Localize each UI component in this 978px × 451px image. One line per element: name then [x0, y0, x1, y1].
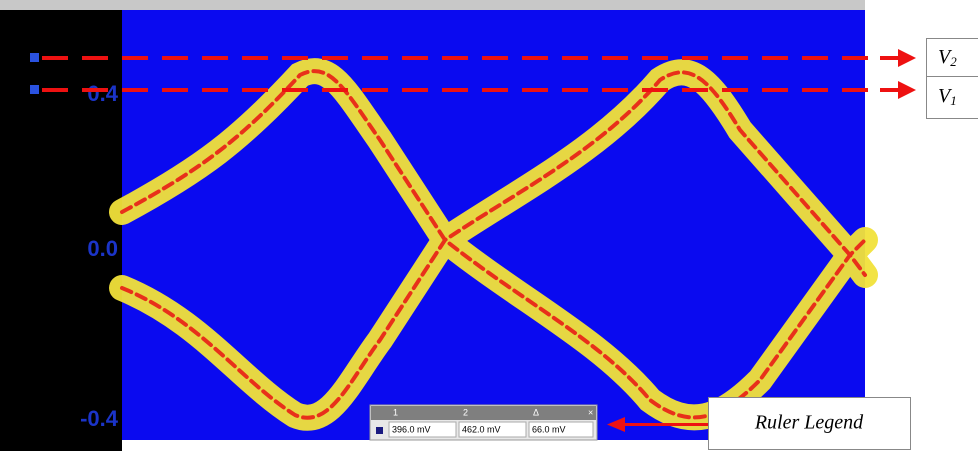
ruler-value: 462.0 mV	[462, 424, 501, 434]
axis-label: -0.4	[80, 406, 119, 431]
callout-label: Ruler Legend	[754, 412, 864, 434]
close-button[interactable]: ×	[588, 407, 593, 417]
axis-strip	[0, 10, 122, 451]
axis-label: 0.4	[87, 81, 118, 106]
ruler-header: 2	[463, 407, 468, 417]
ruler-header: 1	[393, 407, 398, 417]
ruler-value: 66.0 mV	[532, 424, 566, 434]
ruler-header: Δ	[533, 407, 539, 417]
ruler-legend: 1 2 Δ × 396.0 mV 462.0 mV 66.0 mV	[370, 405, 597, 440]
ruler-handle[interactable]	[30, 53, 39, 62]
ruler-value: 396.0 mV	[392, 424, 431, 434]
axis-label: 0.0	[87, 236, 118, 261]
top-band	[0, 0, 865, 10]
screenshot: 0.4 0.0 -0.4 V2 V1 1 2 Δ × 396.0 mV 462.…	[0, 0, 978, 451]
ruler-handle[interactable]	[30, 85, 39, 94]
